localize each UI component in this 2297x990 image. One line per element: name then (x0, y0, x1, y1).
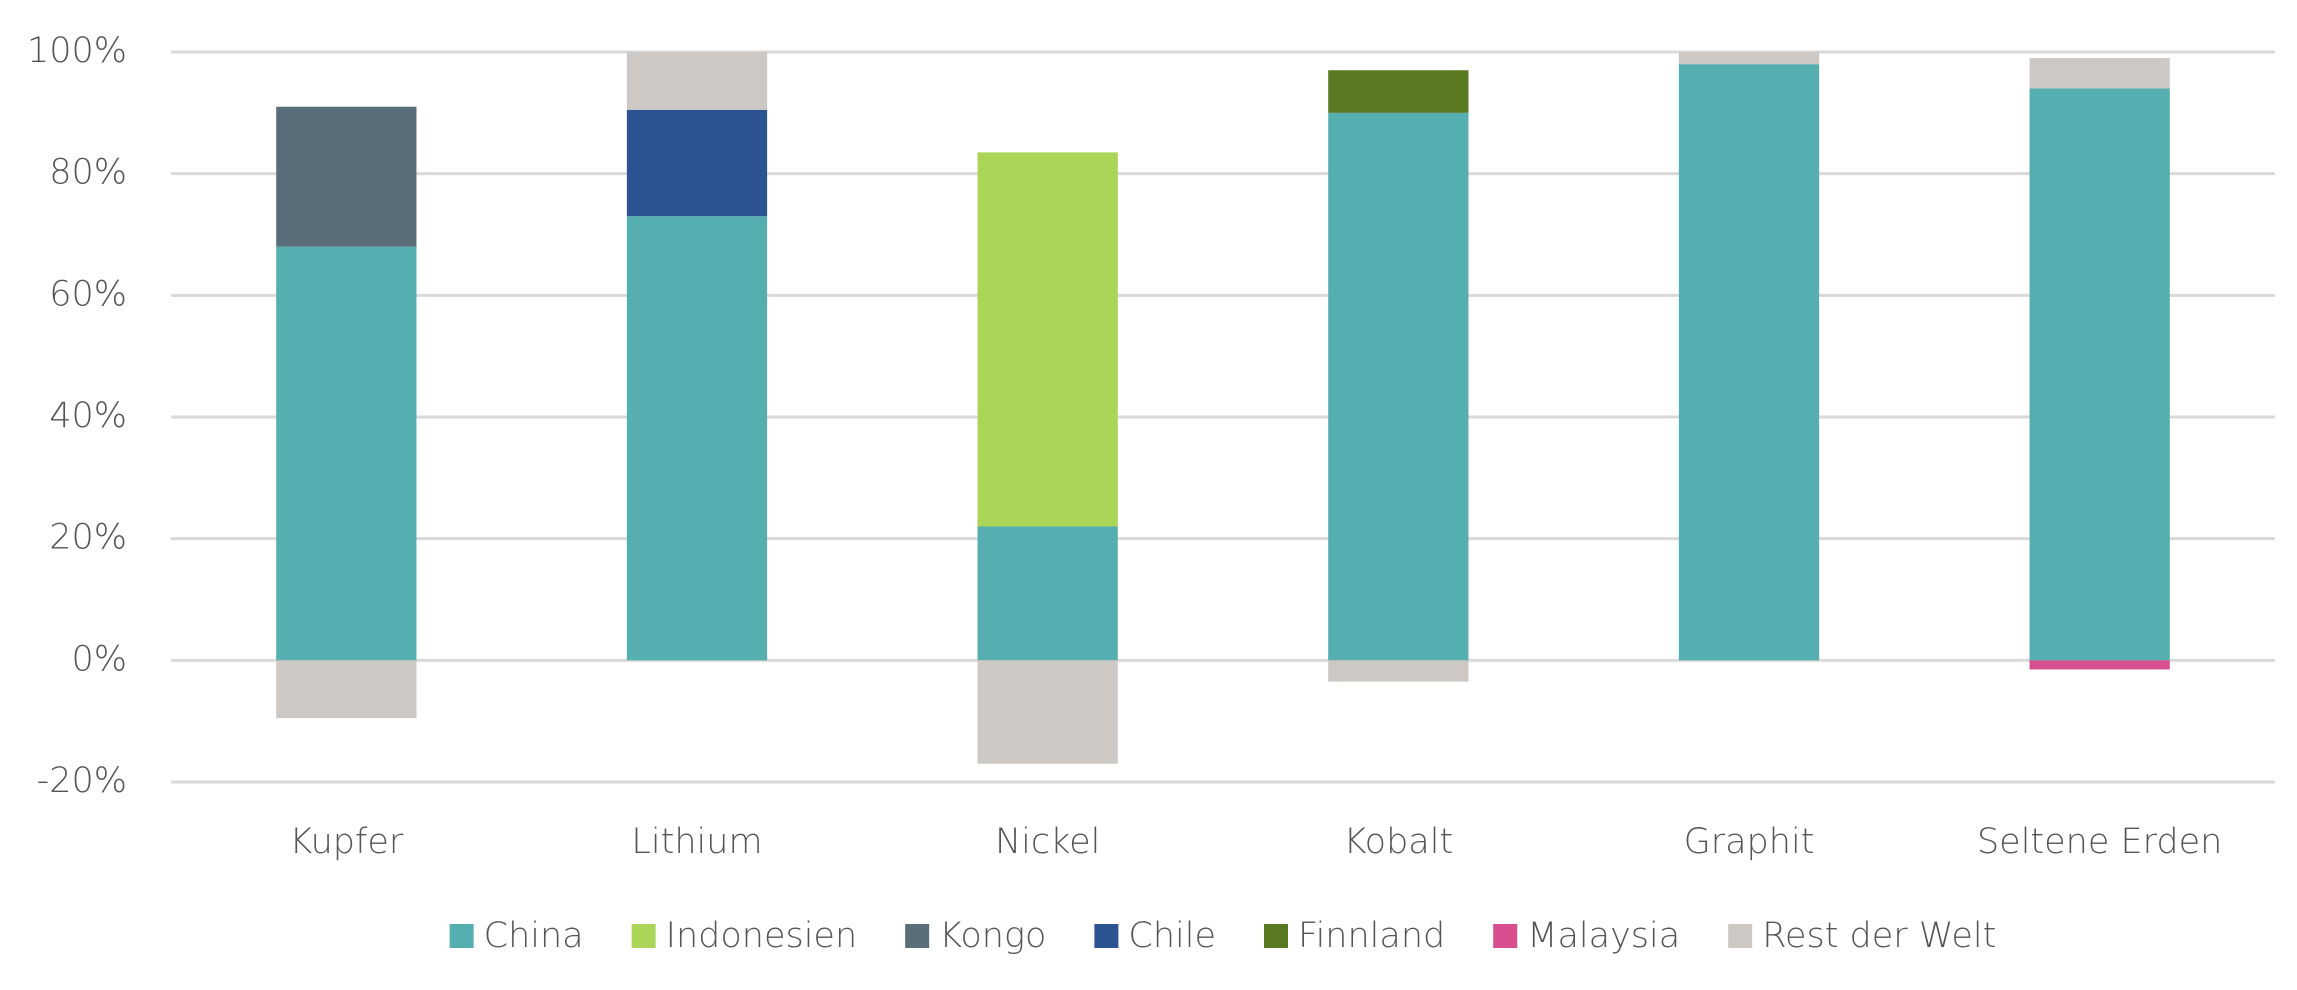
legend-swatch (905, 924, 930, 948)
legend-swatch (631, 924, 656, 948)
y-tick-label: 0% (71, 639, 127, 679)
bar-segment (2029, 58, 2170, 89)
bar-segment (977, 152, 1118, 527)
bar-segment (626, 109, 768, 217)
x-tick-label: Lithium (631, 822, 762, 862)
bar-segment (1678, 64, 1820, 661)
bar-segment (626, 52, 768, 110)
x-tick-label: Kobalt (1343, 822, 1453, 862)
x-tick-label: Kupfer (289, 822, 403, 862)
y-tick-label: 40% (49, 396, 127, 436)
y-tick-label: 100% (27, 31, 127, 71)
bar-segment (1328, 112, 1469, 661)
legend-swatch (449, 924, 474, 948)
bar-segment (977, 660, 1118, 764)
legend-swatch (1728, 924, 1753, 948)
legend-label: Rest der Welt (1762, 916, 1996, 956)
x-tick-label: Seltene Erden (1977, 822, 2222, 862)
y-tick-label: 60% (49, 274, 127, 314)
bar-segment (1678, 52, 1820, 65)
bar-segment (276, 246, 417, 661)
legend-label: Indonesien (666, 916, 858, 956)
legend-swatch (1094, 924, 1119, 948)
y-tick-label: -20% (37, 761, 127, 801)
legend-swatch (1493, 924, 1518, 948)
legend-label: Kongo (939, 916, 1046, 956)
legend-label: Finnland (1298, 916, 1445, 956)
bar-segment (276, 106, 417, 247)
x-tick-label: Nickel (995, 822, 1100, 862)
legend-label: China (484, 916, 584, 956)
legend-label: Malaysia (1527, 916, 1680, 956)
bar-segment (626, 216, 768, 661)
bar-segment (1328, 70, 1469, 113)
y-tick-label: 20% (49, 518, 127, 558)
bar-segment (977, 526, 1118, 661)
legend-label: Chile (1128, 916, 1216, 956)
bar-segment (1328, 660, 1469, 682)
y-tick-label: 80% (49, 153, 127, 193)
bar-segment (276, 660, 417, 719)
bar-segment (2029, 88, 2170, 661)
legend-swatch (1264, 924, 1288, 948)
bar-segment (2029, 660, 2170, 670)
x-tick-label: Graphit (1684, 822, 1815, 862)
